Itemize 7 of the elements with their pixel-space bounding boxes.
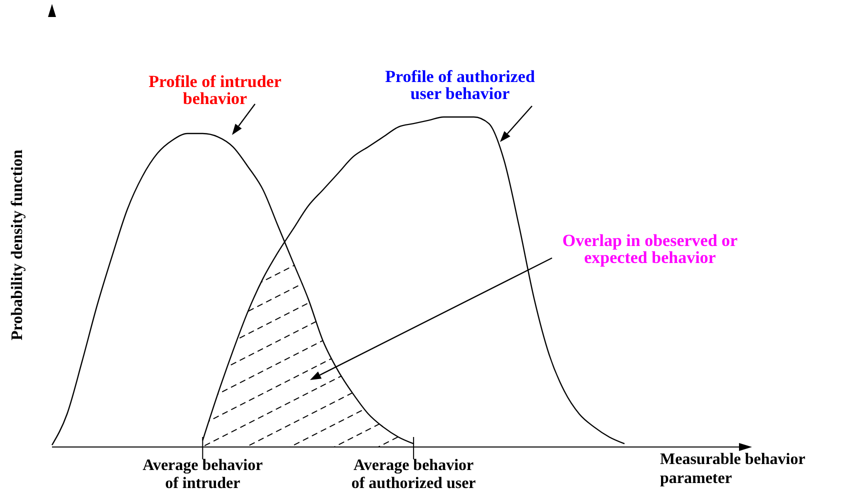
- x-tick-label: Average behavior of intruder: [142, 457, 263, 491]
- x-axis-title: Measurable behavior parameter: [660, 450, 806, 488]
- x-tick-label: Average behavior of authorized user: [351, 457, 476, 491]
- annotation: Overlap in obeserved or expected behavior: [561, 231, 739, 267]
- text: Profile of authorized user behavior: [384, 67, 536, 103]
- y-axis-title: Probability density function: [8, 148, 27, 342]
- text: Profile of intruder behavior: [148, 72, 282, 108]
